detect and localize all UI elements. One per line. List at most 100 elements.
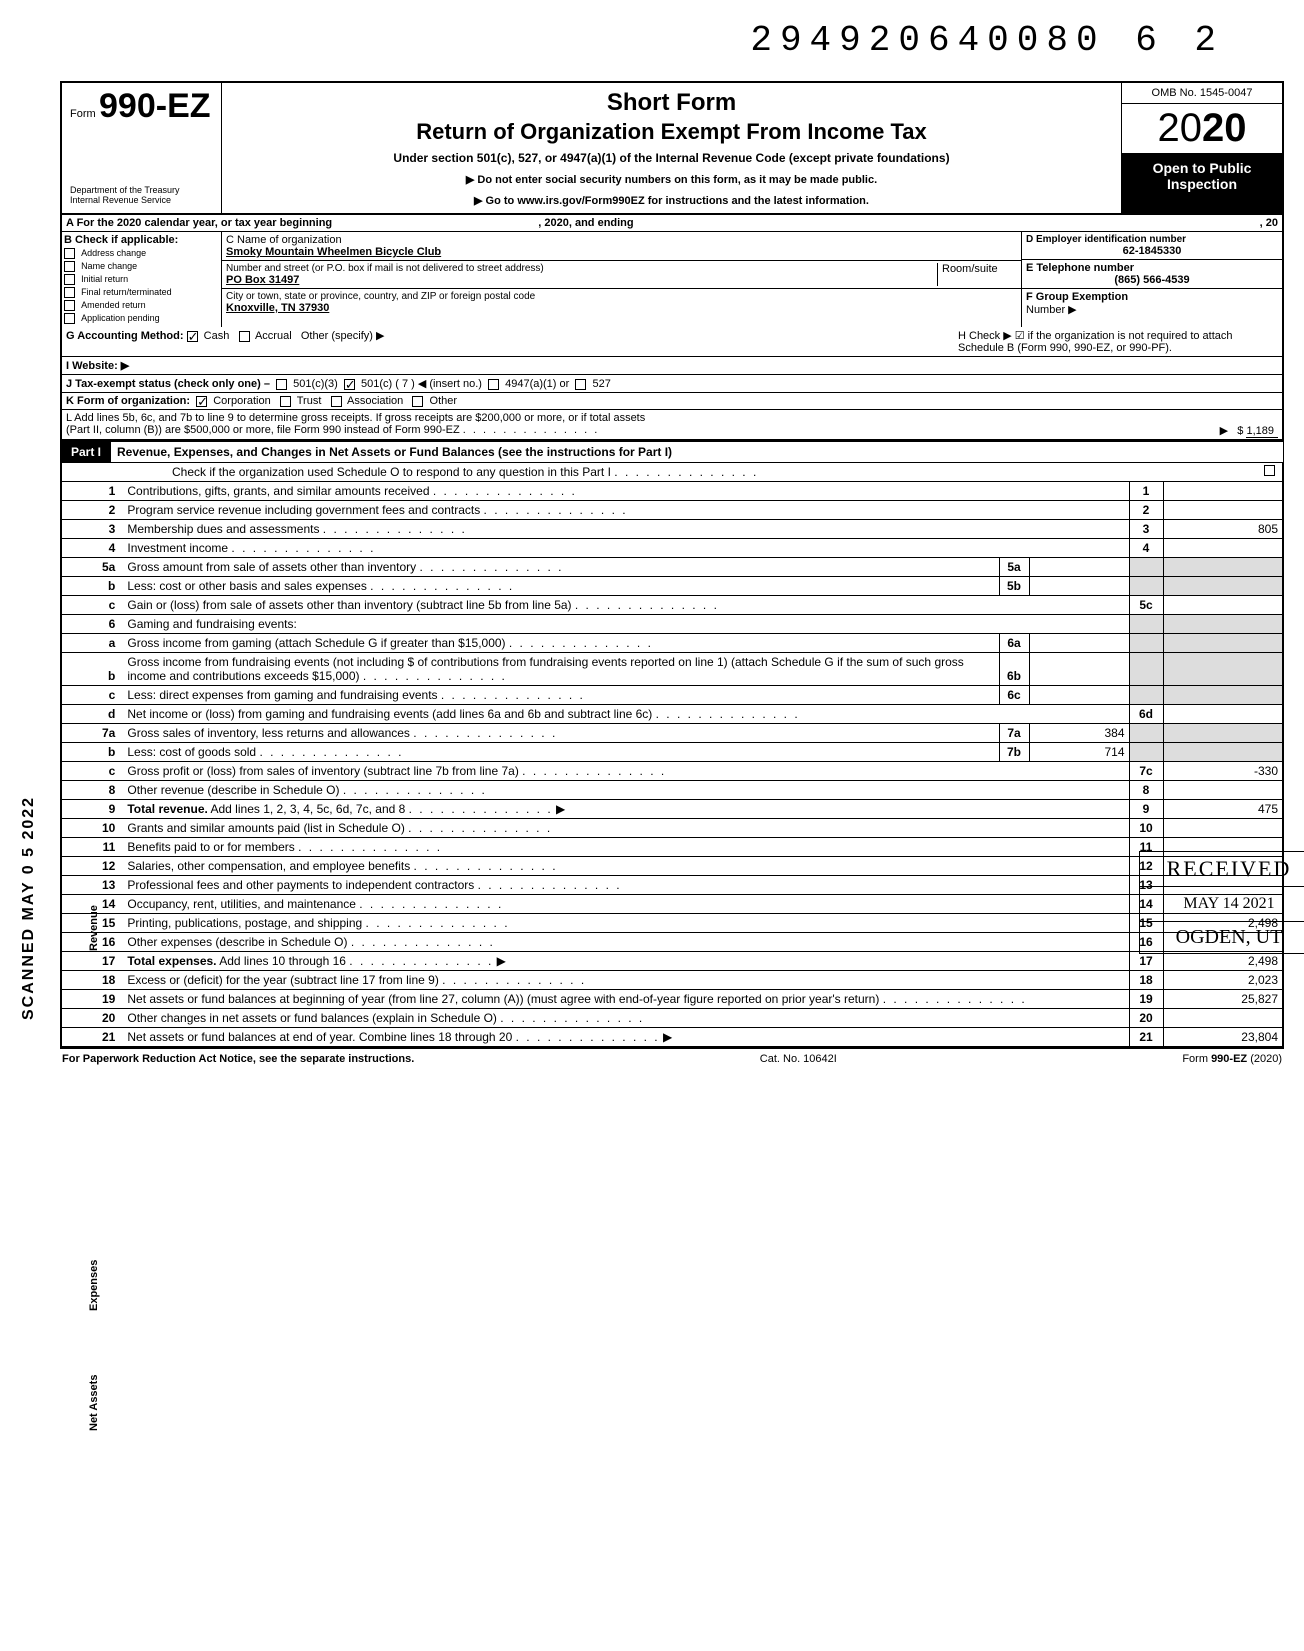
corp-checkbox[interactable] xyxy=(196,396,207,407)
line-num: 1 xyxy=(61,482,123,501)
other-method: Other (specify) ▶ xyxy=(301,330,385,342)
box-val xyxy=(1163,1009,1283,1028)
line-num: 17 xyxy=(61,952,123,971)
box-num: 10 xyxy=(1129,819,1163,838)
line-num: c xyxy=(61,762,123,781)
line-num: 20 xyxy=(61,1009,123,1028)
line-desc: Less: cost of goods sold xyxy=(123,743,999,762)
checkbox-address-change: Address change xyxy=(64,247,219,259)
form-num-text: 990-EZ xyxy=(99,87,211,125)
line-num: 9 xyxy=(61,800,123,819)
501c-checkbox[interactable] xyxy=(344,379,355,390)
chk-icon[interactable] xyxy=(64,300,75,311)
box-val xyxy=(1163,705,1283,724)
row-a-mid: , 2020, and ending xyxy=(538,217,633,229)
501c3-checkbox[interactable] xyxy=(276,379,287,390)
k-label: K Form of organization: xyxy=(66,395,190,407)
line-c: cLess: direct expenses from gaming and f… xyxy=(61,686,1283,705)
chk-icon[interactable] xyxy=(64,287,75,298)
inner-box-num: 6c xyxy=(999,686,1029,705)
box-val xyxy=(1163,819,1283,838)
chk-icon[interactable] xyxy=(64,274,75,285)
527-checkbox[interactable] xyxy=(575,379,586,390)
year-prefix: 20 xyxy=(1158,106,1203,150)
line-num: a xyxy=(61,634,123,653)
inner-box-num: 7b xyxy=(999,743,1029,762)
section-bcdef: B Check if applicable: Address change Na… xyxy=(60,232,1284,327)
box-num: 8 xyxy=(1129,781,1163,800)
box-num: 3 xyxy=(1129,520,1163,539)
line-num: 21 xyxy=(61,1028,123,1047)
line-16: 16Other expenses (describe in Schedule O… xyxy=(61,933,1283,952)
open-to-public: Open to Public Inspection xyxy=(1122,154,1282,213)
shaded-cell xyxy=(1163,615,1283,634)
assoc-label: Association xyxy=(347,395,403,407)
line-num: b xyxy=(61,653,123,686)
schedule-o-checkbox[interactable] xyxy=(1264,465,1275,476)
checkbox-amended-return: Amended return xyxy=(64,299,219,311)
line-19: 19Net assets or fund balances at beginni… xyxy=(61,990,1283,1009)
box-val xyxy=(1163,596,1283,615)
line-num: 11 xyxy=(61,838,123,857)
cash-checkbox[interactable] xyxy=(187,331,198,342)
line-20: 20Other changes in net assets or fund ba… xyxy=(61,1009,1283,1028)
box-num: 17 xyxy=(1129,952,1163,971)
shaded-cell xyxy=(1129,743,1163,762)
line-21: 21Net assets or fund balances at end of … xyxy=(61,1028,1283,1047)
year-bold: 20 xyxy=(1202,106,1247,150)
inner-box-num: 6b xyxy=(999,653,1029,686)
inner-box-val: 714 xyxy=(1029,743,1129,762)
shaded-cell xyxy=(1129,634,1163,653)
line-desc: Less: direct expenses from gaming and fu… xyxy=(123,686,999,705)
box-val: 23,804 xyxy=(1163,1028,1283,1047)
shaded-cell xyxy=(1129,558,1163,577)
j-label: J Tax-exempt status (check only one) – xyxy=(66,378,270,390)
shaded-cell xyxy=(1129,686,1163,705)
city-value: Knoxville, TN 37930 xyxy=(226,302,1017,314)
col-b-checkboxes: B Check if applicable: Address change Na… xyxy=(62,232,222,327)
line-17: 17Total expenses. Add lines 10 through 1… xyxy=(61,952,1283,971)
room-label: Room/suite xyxy=(937,263,1017,286)
scanned-stamp: SCANNED MAY 0 5 2022 xyxy=(20,796,38,1020)
corp-label: Corporation xyxy=(213,395,270,407)
part1-label: Part I xyxy=(61,442,111,462)
line-num: 18 xyxy=(61,971,123,990)
4947-checkbox[interactable] xyxy=(488,379,499,390)
row-l-gross-receipts: L Add lines 5b, 6c, and 7b to line 9 to … xyxy=(60,410,1284,440)
line-b: bLess: cost of goods sold 7b714 xyxy=(61,743,1283,762)
4947-label: 4947(a)(1) or xyxy=(505,378,569,390)
tax-year: 2020 xyxy=(1122,104,1282,154)
assoc-checkbox[interactable] xyxy=(331,396,342,407)
line-num: 6 xyxy=(61,615,123,634)
box-num: 19 xyxy=(1129,990,1163,1009)
501c-label: 501(c) ( 7 ) ◀ (insert no.) xyxy=(361,378,482,390)
line-desc: Gross income from fundraising events (no… xyxy=(123,653,999,686)
chk-icon[interactable] xyxy=(64,313,75,324)
trust-checkbox[interactable] xyxy=(280,396,291,407)
other-checkbox[interactable] xyxy=(412,396,423,407)
line-desc: Printing, publications, postage, and shi… xyxy=(123,914,1129,933)
inner-box-num: 5b xyxy=(999,577,1029,596)
line-num: 7a xyxy=(61,724,123,743)
chk-icon[interactable] xyxy=(64,248,75,259)
chk-icon[interactable] xyxy=(64,261,75,272)
line-desc: Professional fees and other payments to … xyxy=(123,876,1129,895)
form-number: Form 990-EZ xyxy=(70,87,213,126)
footer-left: For Paperwork Reduction Act Notice, see … xyxy=(62,1053,414,1065)
line-num: c xyxy=(61,686,123,705)
501c3-label: 501(c)(3) xyxy=(293,378,338,390)
line-desc: Occupancy, rent, utilities, and maintena… xyxy=(123,895,1129,914)
l-amount: 1,189 xyxy=(1246,425,1278,438)
line-num: b xyxy=(61,743,123,762)
l-dollar: $ xyxy=(1237,425,1243,437)
line-14: 14Occupancy, rent, utilities, and mainte… xyxy=(61,895,1283,914)
check-o-text: Check if the organization used Schedule … xyxy=(172,465,611,479)
part1-header: Part I Revenue, Expenses, and Changes in… xyxy=(60,440,1284,463)
row-a-right: , 20 xyxy=(1260,217,1278,229)
line-b: bLess: cost or other basis and sales exp… xyxy=(61,577,1283,596)
box-val xyxy=(1163,482,1283,501)
accrual-checkbox[interactable] xyxy=(239,331,250,342)
lines-table: 1Contributions, gifts, grants, and simil… xyxy=(60,482,1284,1047)
line-desc: Net assets or fund balances at beginning… xyxy=(123,990,1129,1009)
line-num: 3 xyxy=(61,520,123,539)
